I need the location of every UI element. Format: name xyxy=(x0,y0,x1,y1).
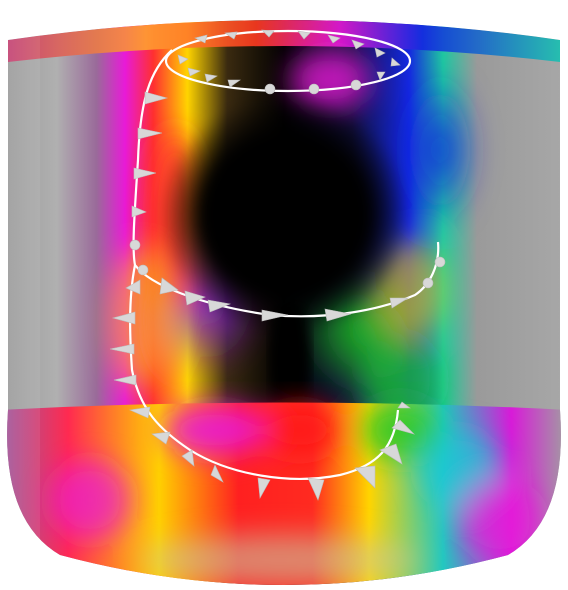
arrow-cone-icon xyxy=(351,39,365,50)
arrow-cone-icon xyxy=(391,419,416,435)
arrow-cone-icon xyxy=(133,167,157,180)
arrow-cone-icon xyxy=(257,477,271,499)
arrow-cone-icon xyxy=(224,31,238,40)
arrow-cone-icon xyxy=(151,431,171,445)
arrow-cone-icon xyxy=(113,374,137,386)
dark-core xyxy=(160,95,410,335)
arrow-cone-icon xyxy=(374,47,386,58)
arrow-cone-icon xyxy=(137,127,163,140)
sphere-marker-icon xyxy=(129,239,141,251)
arrow-cone-icon xyxy=(379,443,403,465)
arrow-cone-icon xyxy=(207,299,232,313)
arrow-cone-icon xyxy=(397,401,411,409)
arrow-cone-icon xyxy=(210,464,224,483)
top-loop xyxy=(164,29,412,93)
sphere-marker-icon xyxy=(434,256,446,268)
sphere-marker-icon xyxy=(422,277,434,289)
sphere-marker-icon xyxy=(137,264,149,276)
arrow-cone-icon xyxy=(307,477,325,501)
arrow-cone-icon xyxy=(261,309,289,322)
arrow-cone-icon xyxy=(376,71,386,81)
arrow-cone-icon xyxy=(128,406,151,419)
arrow-cone-icon xyxy=(159,277,179,295)
arrow-cone-icon xyxy=(111,311,136,325)
arrow-cone-icon xyxy=(109,343,135,355)
arrow-cone-icon xyxy=(390,57,401,67)
vector-arrows xyxy=(109,29,446,501)
arrow-cone-icon xyxy=(181,449,195,467)
sphere-marker-icon xyxy=(264,83,276,95)
arrow-cone-icon xyxy=(177,54,189,65)
sphere-marker-icon xyxy=(308,83,320,95)
arrow-cone-icon xyxy=(324,308,352,322)
lower-loop xyxy=(129,264,400,480)
arrow-cone-icon xyxy=(184,290,206,306)
arrow-cone-icon xyxy=(125,279,141,295)
arrow-cone-icon xyxy=(354,465,376,489)
arrow-cone-icon xyxy=(194,34,208,44)
arrow-cone-icon xyxy=(327,34,341,44)
sphere-marker-icon xyxy=(350,79,362,91)
arrow-cone-icon xyxy=(204,73,218,83)
arrow-cone-icon xyxy=(131,205,147,218)
arrow-cone-icon xyxy=(227,79,241,88)
arrow-cone-icon xyxy=(297,30,311,40)
arrow-cone-icon xyxy=(187,67,201,77)
arrow-cone-icon xyxy=(261,29,275,38)
arrow-cone-icon xyxy=(144,91,169,105)
arrow-cone-icon xyxy=(389,297,410,309)
